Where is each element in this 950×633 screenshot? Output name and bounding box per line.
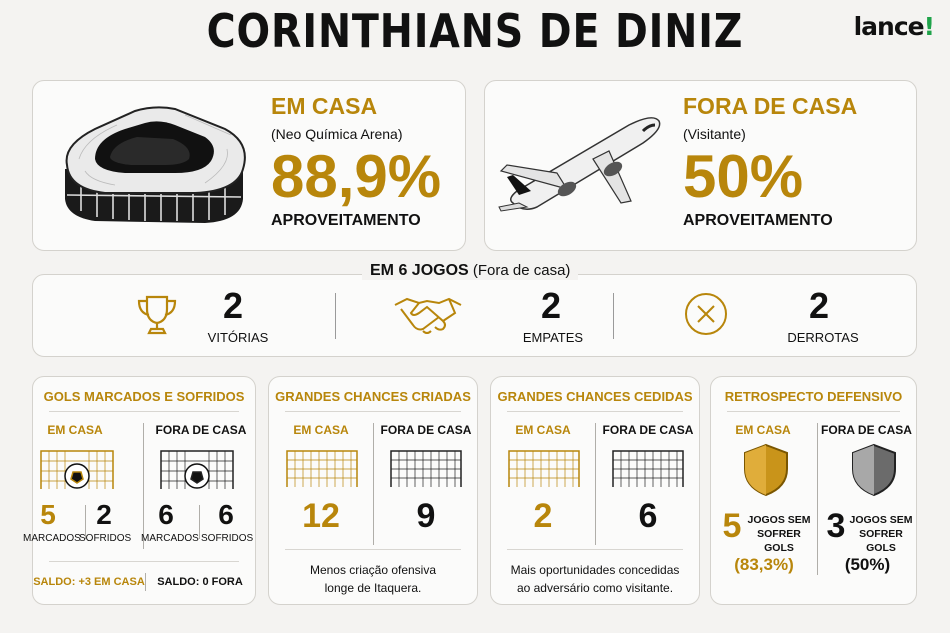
divider	[373, 423, 374, 545]
divider	[335, 293, 336, 339]
page-title: CORINTHIANS DE DINIZ	[206, 4, 744, 58]
divider	[817, 423, 818, 575]
draws-value: 2	[541, 285, 562, 326]
conceded-away-value: 6	[638, 497, 658, 535]
draws-item: 2 EMPATES	[293, 275, 588, 358]
away-percent: 50%	[683, 143, 804, 210]
divider	[143, 423, 144, 549]
created-note-line2: longe de Itaquera.	[324, 581, 422, 595]
defense-title: RETROSPECTO DEFENSIVO	[724, 389, 903, 404]
stadium-icon	[65, 106, 246, 223]
away-balance: SALDO: 0 FORA	[157, 576, 243, 588]
away-title: FORA DE CASA	[683, 93, 858, 119]
divider	[49, 561, 239, 562]
home-subtitle: (Neo Química Arena)	[271, 126, 403, 142]
conceded-label: SOFRIDOS	[201, 533, 254, 544]
defense-away-label: FORA DE CASA	[821, 423, 912, 437]
airplane-icon	[498, 117, 661, 212]
home-card: EM CASA (Neo Química Arena) 88,9% APROVE…	[32, 80, 466, 251]
defense-home-value: 5	[722, 507, 742, 545]
divider	[145, 573, 146, 591]
home-scored: 5	[40, 499, 56, 530]
losses-value: 2	[809, 285, 830, 326]
created-home-value: 12	[302, 497, 340, 535]
conceded-title: GRANDES CHANCES CEDIDAS	[497, 389, 693, 404]
created-away-label: FORA DE CASA	[380, 423, 472, 437]
defense-card: RETROSPECTO DEFENSIVO EM CASA FORA DE CA…	[710, 376, 917, 605]
divider	[507, 411, 683, 412]
defense-home-text1: JOGOS SEM	[747, 514, 811, 526]
created-away-value: 9	[416, 497, 436, 535]
conceded-home-value: 2	[533, 497, 553, 535]
away-scored: 6	[158, 499, 174, 530]
chances-created-card: GRANDES CHANCES CRIADAS EM CASA FORA DE …	[268, 376, 478, 605]
goals-away-label: FORA DE CASA	[155, 423, 247, 437]
brand-logo: lance!	[853, 12, 935, 41]
goal-net-icon	[508, 450, 580, 487]
conceded-home-label: EM CASA	[515, 423, 571, 437]
divider	[613, 293, 614, 339]
away-subtitle: (Visitante)	[683, 126, 746, 142]
divider	[595, 423, 596, 545]
goals-card: GOLS MARCADOS E SOFRIDOS EM CASA FORA DE…	[23, 376, 256, 605]
conceded-label: SOFRIDOS	[79, 533, 132, 544]
shield-icon	[852, 443, 896, 497]
conceded-away-label: FORA DE CASA	[602, 423, 694, 437]
away-games-card: 2 VITÓRIAS 2 EMPATES 2 DERROTAS	[32, 274, 917, 357]
draws-label: EMPATES	[522, 330, 584, 345]
defense-home-pct: (83,3%)	[734, 555, 794, 574]
wins-label: VITÓRIAS	[207, 330, 269, 345]
conceded-note-line2: ao adversário como visitante.	[516, 581, 674, 595]
goal-ball-icon	[160, 450, 234, 489]
home-conceded: 2	[96, 499, 112, 530]
brand-mark: !	[923, 12, 935, 41]
home-balance: SALDO: +3 EM CASA	[33, 576, 145, 588]
goal-net-icon	[390, 450, 462, 487]
divider	[285, 411, 461, 412]
goal-net-icon	[286, 450, 358, 487]
brand-name: lance	[853, 12, 925, 41]
wins-value: 2	[223, 285, 244, 326]
defense-home-label: EM CASA	[735, 423, 791, 437]
away-card: FORA DE CASA (Visitante) 50% APROVEITAME…	[484, 80, 917, 251]
away-conceded: 6	[218, 499, 234, 530]
scored-label: MARCADOS	[141, 533, 199, 544]
games-title-main: EM 6 JOGOS	[370, 262, 469, 279]
divider	[727, 411, 900, 412]
wins-item: 2 VITÓRIAS	[33, 275, 328, 358]
conceded-note-line1: Mais oportunidades concedidas	[510, 563, 680, 577]
defense-home-text2: SOFRER GOLS	[757, 528, 801, 554]
games-title-note: (Fora de casa)	[472, 262, 571, 279]
created-note-line1: Menos criação ofensiva	[309, 563, 437, 577]
games-title: EM 6 JOGOS (Fora de casa)	[362, 262, 579, 280]
losses-label: DERROTAS	[787, 330, 859, 345]
divider	[199, 505, 200, 539]
defense-away-pct: (50%)	[844, 555, 891, 574]
defense-away-text1: JOGOS SEM	[849, 514, 913, 526]
home-title: EM CASA	[271, 93, 378, 119]
defense-away-text2: SOFRER GOLS	[859, 528, 903, 554]
divider	[285, 549, 461, 550]
home-label: APROVEITAMENTO	[271, 212, 421, 229]
goal-ball-icon	[40, 450, 114, 489]
divider	[507, 549, 683, 550]
x-circle-icon	[685, 293, 727, 335]
handshake-icon	[394, 297, 462, 334]
defense-away-value: 3	[826, 507, 846, 545]
scored-label: MARCADOS	[23, 533, 81, 544]
created-title: GRANDES CHANCES CRIADAS	[275, 389, 471, 404]
divider	[85, 505, 86, 539]
away-label: APROVEITAMENTO	[683, 212, 833, 229]
trophy-icon	[137, 295, 177, 335]
created-home-label: EM CASA	[293, 423, 349, 437]
goals-title: GOLS MARCADOS E SOFRIDOS	[43, 389, 245, 404]
home-percent: 88,9%	[271, 143, 442, 210]
goal-net-icon	[612, 450, 684, 487]
shield-icon	[744, 443, 788, 497]
divider	[49, 411, 239, 412]
chances-conceded-card: GRANDES CHANCES CEDIDAS EM CASA FORA DE …	[490, 376, 700, 605]
losses-item: 2 DERROTAS	[593, 275, 888, 358]
goals-home-label: EM CASA	[47, 423, 103, 437]
